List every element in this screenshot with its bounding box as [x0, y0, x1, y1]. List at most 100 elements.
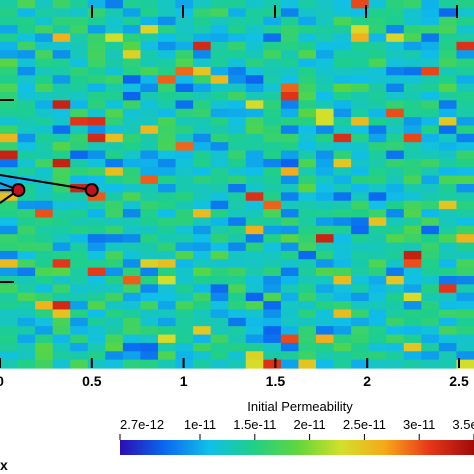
heatmap-cell [245, 309, 264, 319]
heatmap-cell [105, 184, 124, 193]
heatmap-cell [333, 75, 352, 85]
heatmap-cell [193, 342, 212, 352]
heatmap-cell [140, 25, 159, 35]
heatmap-cell [333, 125, 352, 135]
heatmap-cell [228, 16, 247, 26]
heatmap-cell [245, 58, 264, 68]
heatmap-cell [245, 0, 264, 9]
heatmap-cell [298, 184, 317, 193]
heatmap-cell [386, 317, 405, 327]
heatmap-cell [298, 92, 317, 101]
heatmap-cell [368, 225, 387, 235]
heatmap-cell [316, 25, 335, 35]
heatmap-cell [175, 125, 194, 135]
heatmap-cell [140, 209, 159, 219]
heatmap-cell [52, 334, 71, 344]
heatmap-cell [105, 200, 124, 210]
heatmap-cell [316, 75, 335, 85]
heatmap-cell [351, 108, 370, 118]
heatmap-cell [351, 175, 370, 185]
heatmap-cell [140, 309, 159, 319]
heatmap-cell [316, 242, 335, 252]
heatmap-cell [105, 142, 124, 152]
heatmap-cell [35, 334, 54, 344]
heatmap-cell [0, 8, 19, 18]
heatmap-cell [263, 267, 282, 277]
heatmap-cell [403, 359, 422, 369]
heatmap-cell [87, 158, 106, 168]
heatmap-cell [105, 41, 124, 51]
heatmap-cell [193, 317, 212, 327]
heatmap-cell [52, 8, 71, 18]
heatmap-cell [87, 259, 106, 269]
heatmap-cell [456, 175, 474, 185]
heatmap-cell [368, 301, 387, 311]
heatmap-cell [0, 284, 19, 294]
heatmap-cell [438, 142, 458, 152]
heatmap-cell [403, 58, 422, 68]
heatmap-cell [105, 309, 124, 319]
heatmap-cell [122, 359, 142, 369]
heatmap-cell [87, 83, 106, 93]
heatmap-cell [298, 108, 317, 118]
heatmap-cell [210, 33, 229, 43]
heatmap-cell [193, 66, 212, 76]
heatmap-cell [140, 33, 159, 43]
heatmap-cell [35, 25, 54, 35]
heatmap-cell [70, 142, 89, 152]
heatmap-cell [175, 117, 194, 127]
heatmap-cell [456, 309, 474, 319]
heatmap-cell [158, 58, 177, 68]
heatmap-cell [158, 334, 177, 344]
heatmap-cell [438, 217, 458, 227]
heatmap-cell [386, 209, 405, 219]
heatmap-cell [386, 225, 405, 235]
heatmap-cell [263, 250, 282, 260]
heatmap-cell [105, 66, 124, 76]
heatmap-cell [333, 242, 352, 252]
heatmap-cell [403, 125, 422, 135]
heatmap-cell [175, 225, 194, 235]
heatmap-cell [140, 259, 159, 269]
heatmap-cell [351, 326, 370, 336]
heatmap-cell [280, 192, 300, 202]
heatmap-cell [456, 117, 474, 127]
heatmap-cell [122, 259, 142, 269]
heatmap-cell [351, 276, 370, 285]
heatmap-cell [386, 342, 405, 352]
heatmap-cell [298, 326, 317, 336]
heatmap-cell [175, 175, 194, 185]
heatmap-cell [333, 334, 352, 344]
heatmap-cell [263, 359, 282, 369]
heatmap-cell [421, 359, 440, 369]
heatmap-cell [333, 25, 352, 35]
heatmap-cell [351, 83, 370, 93]
heatmap-cell [228, 75, 247, 85]
heatmap-cell [333, 8, 352, 18]
heatmap-cell [386, 276, 405, 285]
heatmap-cell [351, 66, 370, 76]
heatmap-cell [245, 334, 264, 344]
heatmap-cell [17, 50, 36, 60]
heatmap-cell [17, 301, 36, 311]
heatmap-cell [456, 192, 474, 202]
heatmap-cell [52, 225, 71, 235]
heatmap-cell [280, 58, 300, 68]
x-tick-label: 2.5 [449, 373, 469, 389]
heatmap-cell [140, 192, 159, 202]
heatmap-cell [70, 342, 89, 352]
heatmap-cell [210, 125, 229, 135]
heatmap-cell [421, 326, 440, 336]
heatmap-cell [17, 158, 36, 168]
heatmap-cell [105, 250, 124, 260]
heatmap-cell [0, 83, 19, 93]
heatmap-cell [210, 66, 229, 76]
heatmap-cell [17, 242, 36, 252]
heatmap-cell [421, 284, 440, 294]
heatmap-cell [438, 184, 458, 193]
heatmap-cell [52, 92, 71, 101]
heatmap-cell [122, 50, 142, 60]
heatmap-cell [421, 8, 440, 18]
heatmap-cell [263, 317, 282, 327]
heatmap-cell [298, 142, 317, 152]
